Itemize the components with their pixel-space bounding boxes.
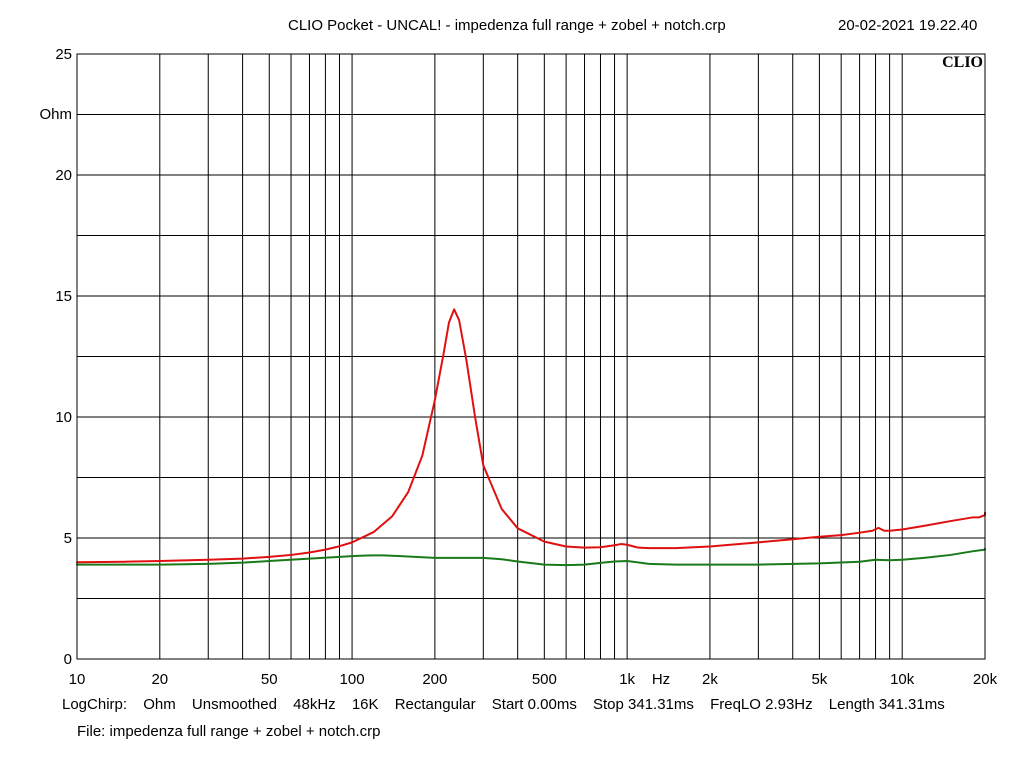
x-tick-label: 20k (973, 671, 998, 688)
param-samplerate: 48kHz (293, 696, 336, 713)
y-axis-unit-label: Ohm (39, 106, 72, 123)
y-tick-label: 5 (64, 530, 72, 547)
impedance-curve-red (76, 308, 986, 564)
y-tick-label: 10 (55, 409, 72, 426)
major-grid (77, 54, 985, 659)
x-tick-label: 20 (151, 671, 168, 688)
param-freqlo: FreqLO 2.93Hz (710, 696, 813, 713)
y-tick-label: 25 (55, 46, 72, 63)
measurement-parameters: LogChirp: Ohm Unsmoothed 48kHz 16K Recta… (62, 696, 957, 713)
file-name: File: impedenza full range + zobel + not… (77, 723, 381, 740)
param-length: Length 341.31ms (828, 696, 945, 713)
impedance-curve-green (76, 547, 986, 567)
measurement-datetime: 20-02-2021 19.22.40 (838, 17, 978, 34)
series-layer (76, 308, 986, 567)
param-window: Rectangular (394, 696, 476, 713)
x-tick-label: 2k (702, 671, 718, 688)
x-tick-label: 500 (532, 671, 557, 688)
x-tick-label: 100 (340, 671, 365, 688)
param-size: 16K (351, 696, 379, 713)
y-tick-label: 20 (55, 167, 72, 184)
param-unit: Ohm (143, 696, 176, 713)
param-start: Start 0.00ms (491, 696, 577, 713)
plot-frame (76, 53, 986, 660)
x-tick-label: 10k (890, 671, 915, 688)
param-stop: Stop 341.31ms (593, 696, 694, 713)
x-tick-label: 200 (422, 671, 447, 688)
tick-labels: 0 5 10 15 20 25 10 20 50 100 200 500 1k 2k 5k 10k 20k (55, 46, 997, 688)
y-tick-label: 15 (55, 288, 72, 305)
x-tick-label: 1k (619, 671, 635, 688)
chart-title: CLIO Pocket - UNCAL! - impedenza full ra… (288, 17, 726, 34)
param-mode: LogChirp: (62, 696, 128, 713)
x-tick-label: 5k (811, 671, 827, 688)
x-tick-label: 10 (69, 671, 86, 688)
x-axis-unit-label: Hz (652, 671, 670, 688)
clio-logo: CLIO (942, 54, 983, 71)
x-tick-label: 50 (261, 671, 278, 688)
param-smoothing: Unsmoothed (191, 696, 277, 713)
y-tick-label: 0 (64, 651, 72, 668)
